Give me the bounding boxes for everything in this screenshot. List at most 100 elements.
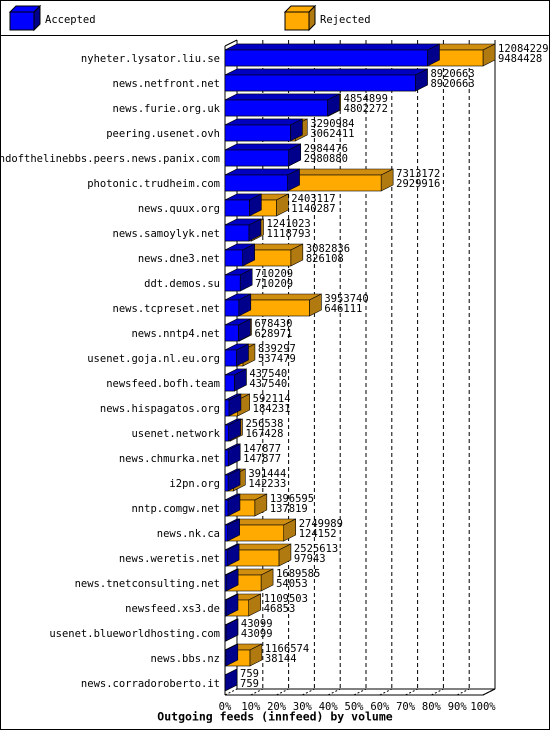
y-tick-label: newsfeed.xs3.de <box>125 603 220 615</box>
y-tick-label: usenet.goja.nl.eu.org <box>87 353 220 365</box>
total-label: 437540 <box>249 368 287 380</box>
total-label: 710209 <box>255 268 293 280</box>
bar <box>224 224 250 242</box>
total-label: 147877 <box>243 443 281 455</box>
accepted-label: 8920663 <box>430 78 474 90</box>
bar <box>224 249 243 267</box>
y-tick-label: news.chmurka.net <box>119 453 220 465</box>
bar-top <box>224 68 428 76</box>
bar <box>224 174 288 192</box>
bar <box>224 399 230 417</box>
bar-top <box>224 118 303 126</box>
legend-label: Accepted <box>45 14 96 26</box>
x-tick-label: 40% <box>319 701 339 713</box>
y-tick-label: news.tnetconsulting.net <box>75 578 220 590</box>
accepted-label: 1118793 <box>266 228 310 240</box>
accepted-label: 137819 <box>270 503 308 515</box>
total-label: 1396595 <box>270 493 314 505</box>
accepted-label: 4802272 <box>344 103 388 115</box>
bar <box>224 649 227 667</box>
x-tick-label: 0% <box>219 701 232 713</box>
total-label: 8920663 <box>430 68 474 80</box>
total-label: 3290984 <box>310 118 354 130</box>
total-label: 839297 <box>258 343 296 355</box>
bar-top <box>224 43 440 51</box>
accepted-label: 167428 <box>245 428 283 440</box>
accepted-label: 54053 <box>276 578 308 590</box>
y-tick-label: photonic.trudheim.com <box>87 178 220 190</box>
accepted-label: 9484428 <box>498 53 542 65</box>
accepted-label: 437540 <box>249 378 287 390</box>
y-tick-label: news.quux.org <box>138 203 220 215</box>
bar <box>224 449 229 467</box>
x-tick-label: 50% <box>345 701 365 713</box>
legend-label: Rejected <box>320 14 371 26</box>
bar <box>224 299 240 317</box>
total-label: 592114 <box>253 393 291 405</box>
accepted-label: 147877 <box>243 453 281 465</box>
total-label: 1166574 <box>265 643 309 655</box>
total-label: 2403117 <box>291 193 335 205</box>
bar <box>224 149 289 167</box>
y-tick-label: news.dne3.net <box>138 253 220 265</box>
total-label: 2984476 <box>304 143 348 155</box>
x-tick-label: 10% <box>241 701 261 713</box>
y-tick-label: news.nntp4.net <box>131 328 220 340</box>
total-label: 3953740 <box>324 293 368 305</box>
bar <box>224 574 227 592</box>
total-label: 12084229 <box>498 43 549 55</box>
y-tick-label: i2pn.org <box>169 478 220 490</box>
accepted-label: 759 <box>240 678 259 690</box>
total-label: 1109503 <box>264 593 308 605</box>
y-tick-label: usenet.network <box>131 428 220 440</box>
bar <box>224 124 291 142</box>
accepted-label: 1140287 <box>291 203 335 215</box>
y-tick-label: ddt.demos.su <box>144 278 220 290</box>
bar <box>224 74 416 92</box>
x-tick-label: 80% <box>422 701 442 713</box>
y-tick-label: news.weretis.net <box>119 553 220 565</box>
y-tick-label: nntp.comgw.net <box>131 503 220 515</box>
total-label: 3082836 <box>306 243 350 255</box>
accepted-label: 2929916 <box>396 178 440 190</box>
bar <box>224 324 239 342</box>
accepted-label: 628971 <box>254 328 292 340</box>
accepted-label: 3062411 <box>310 128 354 140</box>
bar <box>224 499 229 517</box>
total-label: 7313172 <box>396 168 440 180</box>
x-tick-label: 100% <box>470 701 496 713</box>
accepted-label: 710209 <box>255 278 293 290</box>
total-label: 256538 <box>245 418 283 430</box>
legend-swatch <box>284 11 310 31</box>
total-label: 678430 <box>254 318 292 330</box>
bar <box>224 199 250 217</box>
y-tick-label: usenet.blueworldhosting.com <box>49 628 220 640</box>
accepted-label: 184231 <box>253 403 291 415</box>
y-tick-label: news.hispagatos.org <box>100 403 220 415</box>
y-tick-label: news.nk.ca <box>157 528 220 540</box>
legend-swatch <box>9 11 35 31</box>
bar <box>224 274 241 292</box>
bar <box>224 524 228 542</box>
y-tick-label: peering.usenet.ovh <box>106 128 220 140</box>
y-tick-label: news.corradoroberto.it <box>81 678 220 690</box>
total-label: 1241023 <box>266 218 310 230</box>
bar-top <box>224 93 340 101</box>
accepted-label: 2980880 <box>304 153 348 165</box>
y-tick-label: newsfeed.bofh.team <box>106 378 220 390</box>
floor-right <box>482 688 496 696</box>
bar <box>224 599 227 617</box>
accepted-label: 826108 <box>306 253 344 265</box>
total-label: 43099 <box>241 618 273 630</box>
total-label: 1689585 <box>276 568 320 580</box>
bar <box>224 424 229 442</box>
y-tick-label: news.samoylyk.net <box>113 228 220 240</box>
total-label: 759 <box>240 668 259 680</box>
x-tick-label: 20% <box>267 701 287 713</box>
bar <box>224 349 237 367</box>
accepted-label: 537479 <box>258 353 296 365</box>
bar <box>224 549 228 567</box>
y-tick-label: news.netfront.net <box>113 78 220 90</box>
accepted-label: 646111 <box>324 303 362 315</box>
accepted-label: 38144 <box>265 653 297 665</box>
